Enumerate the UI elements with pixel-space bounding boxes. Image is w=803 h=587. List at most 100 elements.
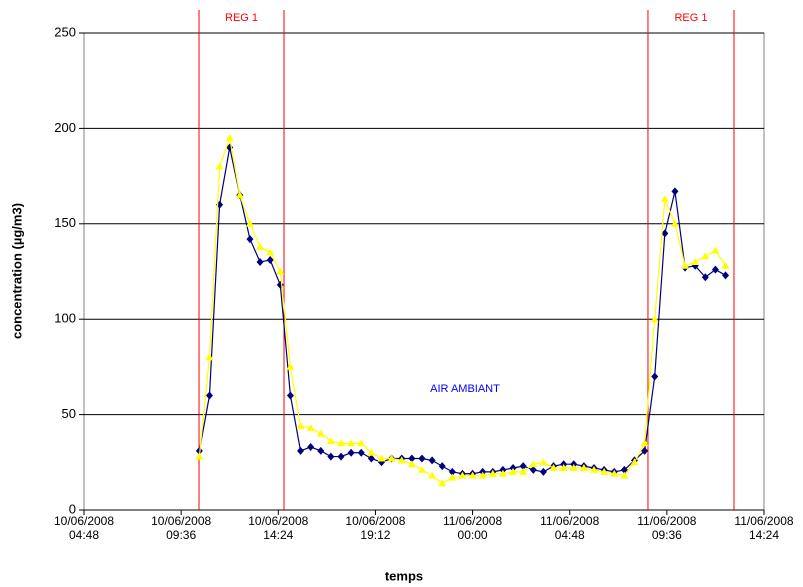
marker	[671, 187, 679, 196]
y-tick-label: 0	[69, 501, 76, 516]
marker	[418, 454, 426, 463]
marker	[478, 471, 487, 479]
marker	[711, 246, 720, 254]
marker	[428, 456, 436, 465]
marker	[357, 439, 366, 447]
x-tick-label: 11/06/2008 00:00	[442, 514, 503, 542]
marker	[326, 437, 335, 445]
y-tick-label: 50	[62, 406, 76, 421]
marker	[448, 473, 457, 481]
marker	[641, 446, 649, 455]
marker	[721, 261, 730, 269]
marker	[539, 467, 547, 476]
x-tick-label: 10/06/2008 19:12	[345, 514, 406, 542]
marker	[711, 265, 719, 274]
marker	[559, 464, 568, 472]
marker	[408, 454, 416, 463]
marker	[367, 448, 376, 456]
y-tick-label: 250	[54, 24, 76, 39]
marker	[417, 465, 426, 473]
marker	[549, 464, 558, 472]
marker	[428, 471, 437, 479]
marker	[347, 448, 355, 457]
marker	[640, 439, 649, 447]
region-label: REG 1	[674, 12, 707, 24]
marker	[397, 456, 406, 464]
marker	[367, 454, 375, 463]
marker	[468, 471, 477, 479]
marker	[215, 162, 224, 170]
marker	[650, 315, 659, 323]
marker	[337, 452, 345, 461]
x-tick-label: 10/06/2008 09:36	[151, 514, 212, 542]
marker	[620, 471, 629, 479]
marker	[488, 469, 497, 477]
marker	[701, 252, 710, 260]
x-tick-label: 11/06/2008 14:24	[734, 514, 794, 542]
x-tick-label: 11/06/2008 04:48	[540, 514, 600, 542]
x-tick-label: 10/06/2008 04:48	[53, 514, 115, 542]
marker	[681, 261, 690, 269]
marker	[569, 464, 578, 472]
marker	[357, 448, 365, 457]
marker	[377, 454, 386, 462]
marker	[498, 469, 507, 477]
y-tick-label: 200	[54, 120, 76, 135]
marker	[722, 271, 730, 280]
x-tick-label: 10/06/2008 14:24	[248, 514, 309, 542]
marker	[297, 446, 305, 455]
marker	[266, 248, 275, 256]
marker	[661, 229, 669, 238]
y-axis-label: concentration (µg/m3)	[9, 203, 24, 339]
marker	[519, 467, 528, 475]
marker	[296, 422, 305, 430]
marker	[620, 465, 628, 474]
marker	[407, 460, 416, 468]
marker	[458, 471, 467, 479]
marker	[316, 429, 325, 437]
marker	[276, 267, 285, 275]
marker	[327, 452, 335, 461]
marker	[630, 458, 639, 466]
marker	[670, 219, 679, 227]
marker	[307, 443, 315, 452]
marker	[276, 280, 284, 289]
marker	[539, 458, 548, 466]
marker	[438, 479, 447, 487]
marker	[691, 257, 700, 265]
marker	[256, 242, 265, 250]
marker	[438, 462, 446, 471]
marker	[579, 464, 588, 472]
y-tick-label: 100	[54, 311, 76, 326]
region-label: REG 1	[225, 12, 258, 24]
marker	[529, 460, 538, 468]
marker	[286, 362, 295, 370]
annotation: AIR AMBIANT	[430, 383, 500, 395]
marker	[651, 372, 659, 381]
x-tick-label: 11/06/2008 09:36	[637, 514, 697, 542]
marker	[347, 439, 356, 447]
marker	[317, 446, 325, 455]
marker	[529, 465, 537, 474]
marker	[246, 235, 254, 244]
marker	[660, 194, 669, 202]
marker	[387, 454, 396, 462]
marker	[306, 423, 315, 431]
series-line	[198, 135, 727, 485]
marker	[235, 191, 244, 199]
marker	[286, 391, 294, 400]
marker	[205, 391, 213, 400]
marker	[600, 467, 609, 475]
y-tick-label: 150	[54, 215, 76, 230]
marker	[195, 452, 204, 460]
marker	[590, 465, 598, 473]
marker	[225, 133, 234, 141]
marker	[509, 467, 518, 475]
marker	[205, 353, 214, 361]
marker	[610, 469, 619, 477]
marker	[266, 256, 274, 265]
x-axis-label: temps	[385, 568, 423, 583]
marker	[519, 462, 527, 471]
